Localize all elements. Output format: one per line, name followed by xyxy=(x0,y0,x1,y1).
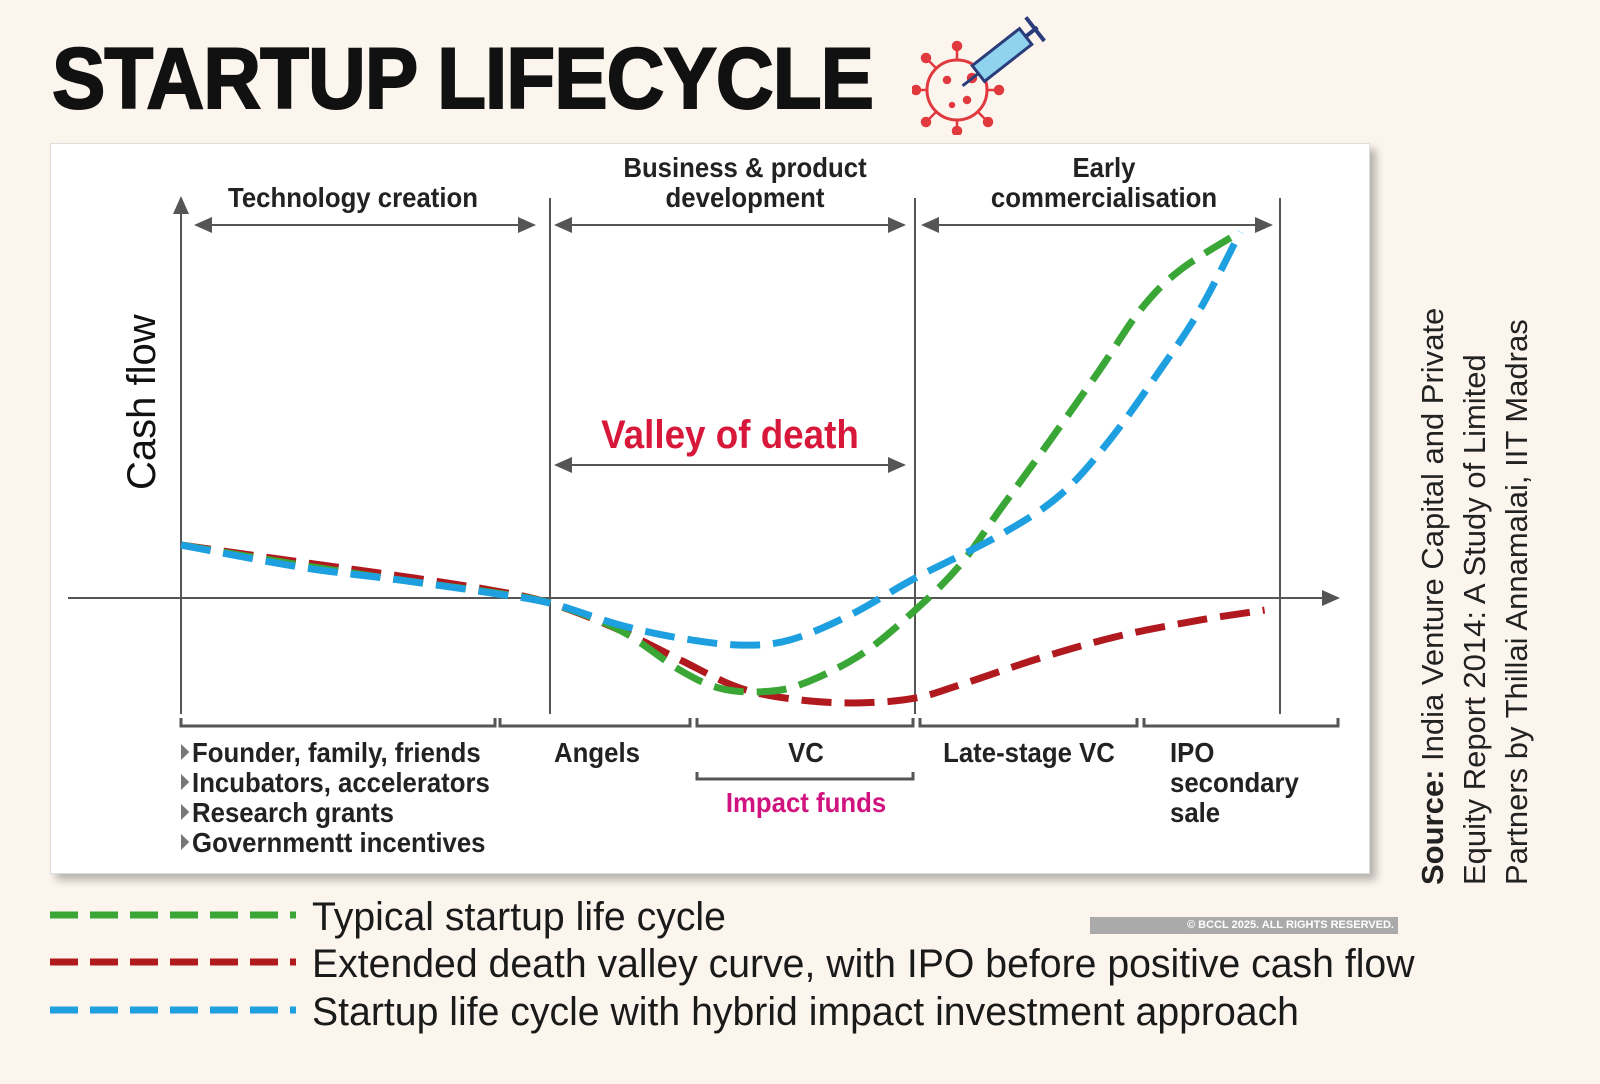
source-label: Source: xyxy=(1415,769,1450,885)
list-item: Research grants xyxy=(181,798,490,828)
list-item: Incubators, accelerators xyxy=(181,768,490,798)
triangle-bullet-icon xyxy=(181,744,190,760)
triangle-bullet-icon xyxy=(181,804,190,820)
series-extended xyxy=(180,541,1266,707)
triangle-bullet-icon xyxy=(181,774,190,790)
stage-label-line: commercialisation xyxy=(990,182,1218,213)
page-title: STARTUP LIFECYCLE xyxy=(51,30,875,128)
legend-label: Extended death valley curve, with IPO be… xyxy=(312,942,1415,986)
legend-swatch-blue xyxy=(50,1006,296,1014)
copyright: © BCCL 2025. ALL RIGHTS RESERVED. xyxy=(1090,917,1398,934)
legend-label: Typical startup life cycle xyxy=(312,895,726,939)
list-item: Founder, family, friends xyxy=(181,738,490,768)
source-note: Source: India Venture Capital and Privat… xyxy=(1412,245,1538,885)
funding-ipo: IPO secondary sale xyxy=(1170,738,1299,828)
stage-label-business: Business & product development xyxy=(623,153,866,213)
stage-label-early: Early commercialisation xyxy=(991,153,1217,213)
list-item-text: Governmentt incentives xyxy=(192,827,486,858)
funding-late-vc: Late-stage VC xyxy=(943,737,1115,768)
ipo-line: IPO xyxy=(1170,737,1215,768)
list-item: Governmentt incentives xyxy=(181,828,490,858)
stage-label-line: Business & product xyxy=(623,152,867,183)
funding-angels: Angels xyxy=(554,737,640,768)
stage-label-line: development xyxy=(665,182,825,213)
funding-impact: Impact funds xyxy=(725,787,887,818)
valley-of-death-label: Valley of death xyxy=(601,413,859,457)
y-axis-label: Cash flow xyxy=(120,314,164,490)
ipo-line: sale xyxy=(1170,797,1221,828)
legend-swatch-green xyxy=(50,911,296,919)
series-hybrid xyxy=(180,230,1244,649)
funding-brackets xyxy=(179,718,1340,781)
founder-list: Founder, family, friends Incubators, acc… xyxy=(181,738,490,858)
stage-label-technology: Technology creation xyxy=(227,182,479,213)
list-item-text: Founder, family, friends xyxy=(192,737,481,768)
legend-swatch-red xyxy=(50,958,296,966)
stage-label-line: Early xyxy=(1072,152,1136,183)
chart-panel xyxy=(50,143,1370,874)
legend-label: Startup life cycle with hybrid impact in… xyxy=(312,990,1299,1034)
series-typical xyxy=(180,228,1243,696)
list-item-text: Research grants xyxy=(192,797,394,828)
ipo-line: secondary xyxy=(1170,767,1299,798)
virus-syringe-icon xyxy=(912,16,1046,135)
list-item-text: Incubators, accelerators xyxy=(192,767,490,798)
triangle-bullet-icon xyxy=(181,834,190,850)
funding-vc: VC xyxy=(788,737,824,768)
